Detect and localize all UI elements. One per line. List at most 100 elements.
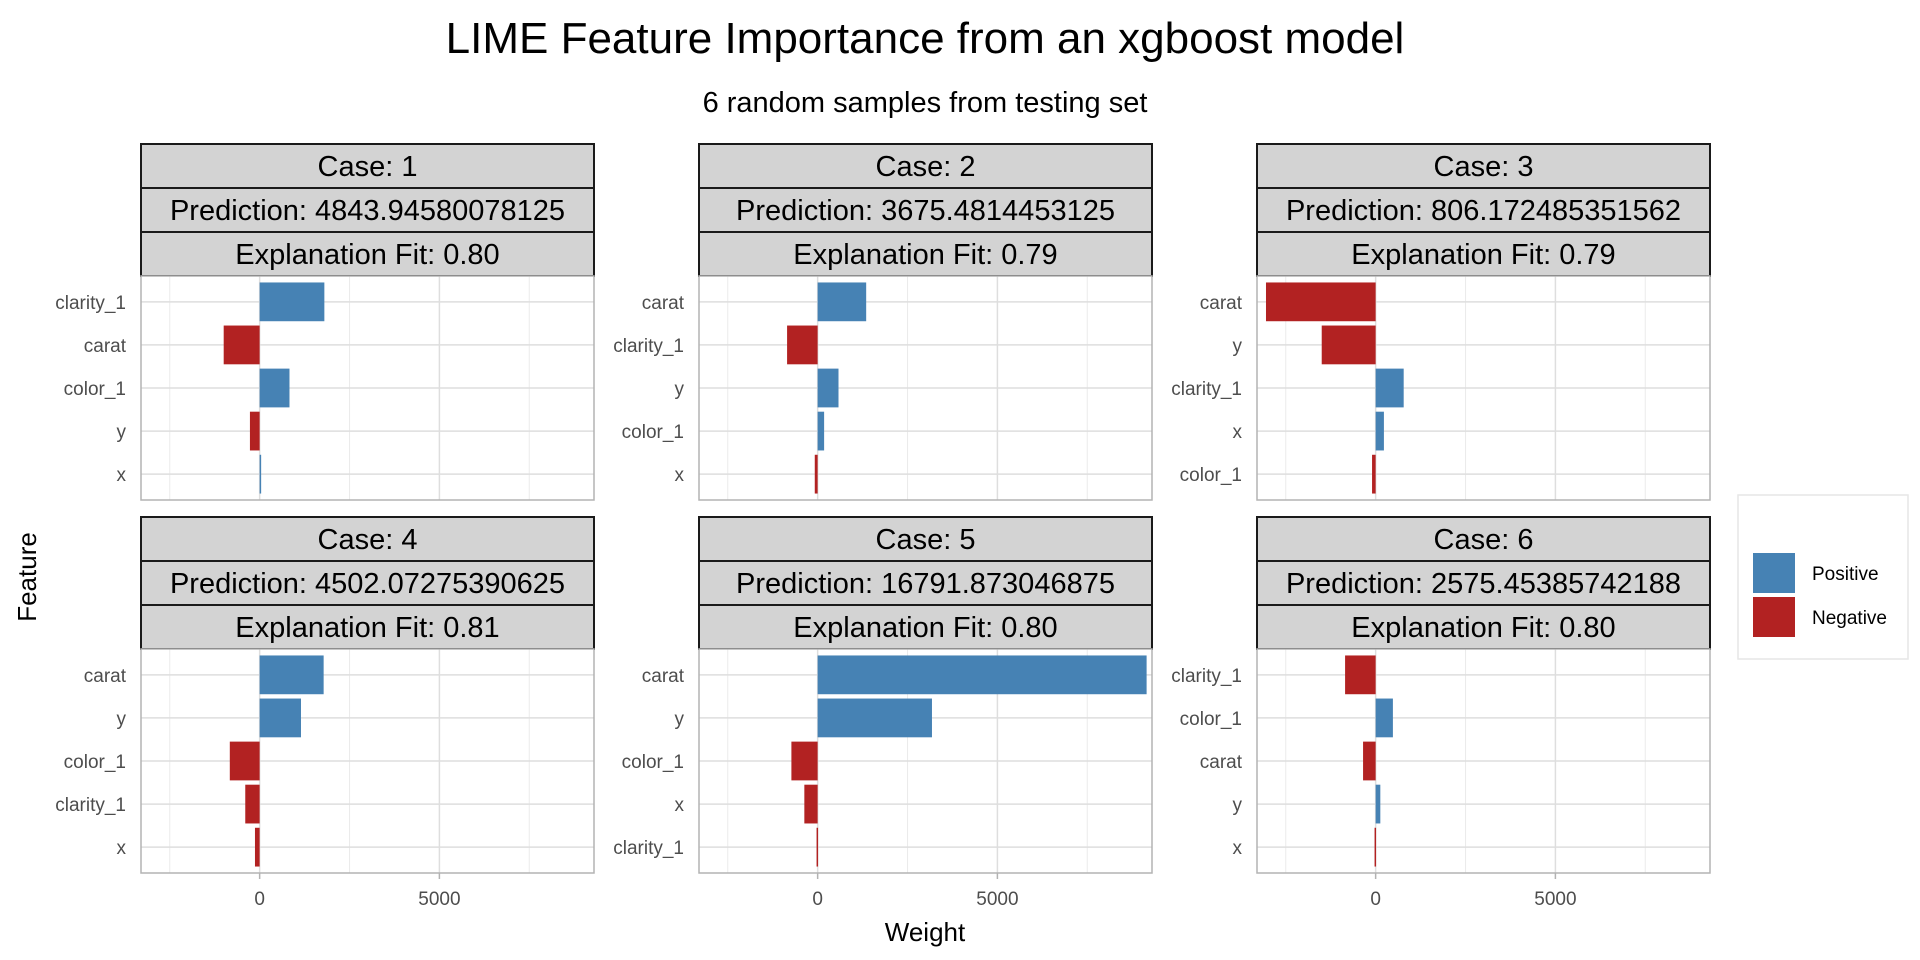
strip-case-label: Case: 5 [876, 524, 976, 556]
bar-x [814, 454, 818, 494]
bar-color_1 [1375, 698, 1393, 738]
strip-case-box [140, 516, 595, 562]
feature-label: color_1 [64, 752, 126, 773]
strip-case-box [140, 143, 595, 189]
strip-prediction-label: Prediction: 16791.873046875 [736, 568, 1115, 600]
feature-label: carat [642, 293, 685, 314]
panel-border [1256, 648, 1711, 874]
bar-clarity_1 [245, 784, 260, 824]
feature-label: y [1233, 795, 1243, 816]
feature-label: x [117, 838, 127, 859]
x-tick-label: 0 [1370, 889, 1381, 910]
feature-label: x [1233, 422, 1243, 443]
bar-carat [1363, 741, 1376, 781]
strip-case-box [1256, 516, 1711, 562]
chart-subtitle: 6 random samples from testing set [703, 87, 1148, 119]
bar-clarity_1 [1345, 655, 1376, 695]
feature-label: carat [84, 666, 127, 687]
panel-border [140, 648, 595, 874]
panel-border [1256, 275, 1711, 501]
bar-y [1321, 325, 1376, 365]
bar-carat [817, 282, 867, 322]
panel-case-5: Case: 5 Prediction: 16791.873046875 Explan… [613, 516, 1153, 910]
legend-key-negative [1753, 597, 1795, 637]
strip-fit-label: Explanation Fit: 0.80 [793, 612, 1057, 644]
bar-color_1 [1372, 454, 1376, 494]
feature-label: y [675, 379, 685, 400]
feature-label: y [117, 422, 127, 443]
panel-border [140, 275, 595, 501]
x-tick-label: 5000 [1534, 889, 1576, 910]
bar-x [254, 827, 260, 867]
bar-clarity_1 [787, 325, 818, 365]
strip-fit-label: Explanation Fit: 0.79 [1351, 239, 1615, 271]
feature-label: clarity_1 [613, 336, 684, 357]
feature-label: x [675, 465, 685, 486]
strip-fit-label: Explanation Fit: 0.80 [1351, 612, 1615, 644]
legend-label-negative: Negative [1812, 608, 1887, 629]
x-tick-label: 5000 [976, 889, 1018, 910]
strip-fit-box [1256, 231, 1711, 277]
legend-key-positive [1753, 553, 1795, 593]
bar-carat [223, 325, 260, 365]
bar-carat [1265, 282, 1376, 322]
legend: Positive Negative [1737, 494, 1909, 660]
feature-label: color_1 [1180, 465, 1242, 486]
strip-fit-box [698, 231, 1153, 277]
feature-label: carat [84, 336, 127, 357]
bar-carat [817, 655, 1147, 695]
x-tick-label: 5000 [418, 889, 460, 910]
strip-fit-label: Explanation Fit: 0.80 [235, 239, 499, 271]
feature-label: x [675, 795, 685, 816]
bar-color_1 [229, 741, 260, 781]
bar-y [817, 368, 839, 408]
strip-case-label: Case: 3 [1434, 151, 1534, 183]
feature-label: clarity_1 [1171, 666, 1242, 687]
bar-x [1375, 411, 1384, 451]
strip-prediction-label: Prediction: 3675.4814453125 [736, 195, 1115, 227]
strip-case-box [698, 516, 1153, 562]
bar-y [1375, 784, 1381, 824]
strip-prediction-box [698, 560, 1153, 606]
legend-label-positive: Positive [1812, 564, 1879, 585]
strip-prediction-box [1256, 187, 1711, 233]
bar-color_1 [791, 741, 818, 781]
facet-panels: Case: 1 Prediction: 4843.94580078125 Expla… [55, 143, 1711, 910]
bar-y [817, 698, 932, 738]
bar-y [259, 698, 301, 738]
feature-label: carat [642, 666, 685, 687]
bar-clarity_1 [259, 282, 325, 322]
feature-label: clarity_1 [55, 795, 126, 816]
strip-prediction-label: Prediction: 806.172485351562 [1286, 195, 1681, 227]
panel-border [698, 648, 1153, 874]
strip-fit-box [698, 604, 1153, 650]
strip-prediction-box [1256, 560, 1711, 606]
panel-case-1: Case: 1 Prediction: 4843.94580078125 Expla… [55, 143, 595, 501]
bar-y [249, 411, 260, 451]
feature-label: clarity_1 [55, 293, 126, 314]
strip-prediction-box [140, 187, 595, 233]
x-tick-label: 0 [254, 889, 265, 910]
strip-prediction-box [140, 560, 595, 606]
strip-case-box [698, 143, 1153, 189]
strip-fit-box [1256, 604, 1711, 650]
panel-case-3: Case: 3 Prediction: 806.172485351562 Expla… [1171, 143, 1711, 501]
bar-x [804, 784, 818, 824]
bar-color_1 [817, 411, 825, 451]
feature-label: x [1233, 838, 1243, 859]
feature-label: carat [1200, 293, 1243, 314]
feature-label: clarity_1 [1171, 379, 1242, 400]
bar-clarity_1 [1375, 368, 1404, 408]
feature-label: color_1 [622, 422, 684, 443]
feature-label: clarity_1 [613, 838, 684, 859]
bar-carat [259, 655, 324, 695]
strip-case-label: Case: 6 [1434, 524, 1534, 556]
y-axis-label: Feature [12, 532, 42, 622]
feature-label: color_1 [64, 379, 126, 400]
panel-case-2: Case: 2 Prediction: 3675.4814453125 Explan… [613, 143, 1153, 501]
feature-label: y [1233, 336, 1243, 357]
feature-label: color_1 [1180, 709, 1242, 730]
chart-title: LIME Feature Importance from an xgboost … [446, 14, 1405, 63]
bar-color_1 [259, 368, 290, 408]
